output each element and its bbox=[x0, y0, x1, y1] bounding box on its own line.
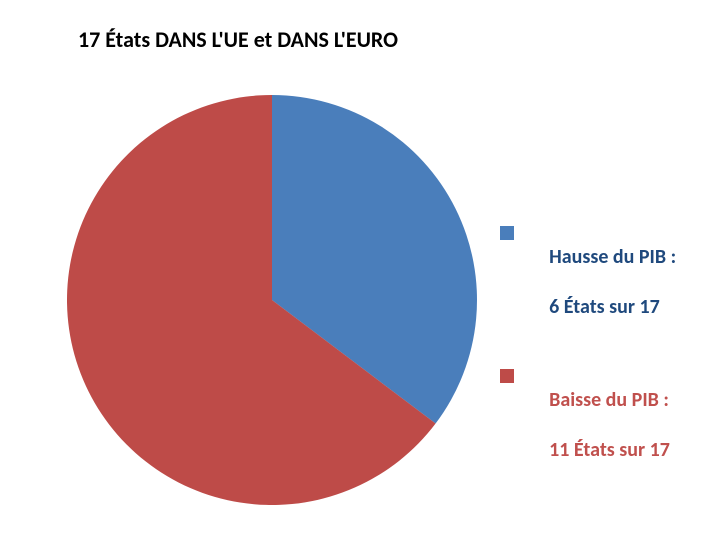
legend-item-baisse: Baisse du PIB : 11 États sur 17 bbox=[500, 363, 676, 488]
legend-label-hausse: Hausse du PIB : 6 États sur 17 bbox=[522, 220, 676, 345]
legend-line: Baisse du PIB : bbox=[549, 388, 669, 412]
legend-swatch-baisse bbox=[500, 369, 514, 383]
legend-line: 6 États sur 17 bbox=[549, 295, 660, 319]
legend-line: 11 États sur 17 bbox=[549, 438, 670, 462]
legend-item-hausse: Hausse du PIB : 6 États sur 17 bbox=[500, 220, 676, 345]
legend-label-baisse: Baisse du PIB : 11 États sur 17 bbox=[522, 363, 670, 488]
legend-line: Hausse du PIB : bbox=[549, 245, 676, 269]
legend: Hausse du PIB : 6 États sur 17 Baisse du… bbox=[500, 220, 676, 506]
legend-swatch-hausse bbox=[500, 226, 514, 240]
